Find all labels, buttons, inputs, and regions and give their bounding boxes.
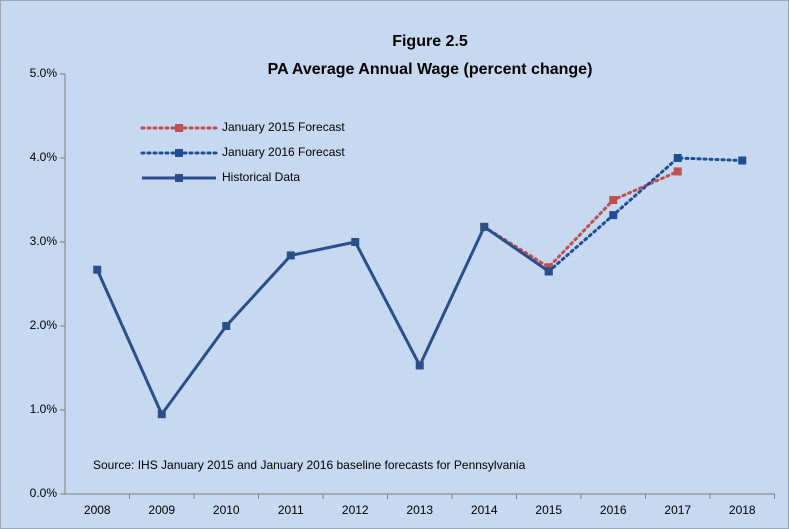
annotation: Source: IHS January 2015 and January 201… bbox=[93, 458, 526, 472]
series-marker bbox=[480, 222, 489, 231]
series-marker bbox=[609, 196, 618, 204]
series-marker bbox=[609, 211, 618, 220]
x-tick-label: 2018 bbox=[729, 503, 756, 517]
series-marker bbox=[415, 361, 424, 370]
series-marker bbox=[93, 265, 102, 274]
legend-marker bbox=[175, 124, 183, 132]
legend-label: Historical Data bbox=[222, 170, 300, 184]
x-tick-label: 2014 bbox=[471, 503, 498, 517]
legend-marker bbox=[175, 174, 183, 182]
series-marker bbox=[544, 263, 553, 272]
y-tick-label: 1.0% bbox=[30, 402, 58, 416]
legend-label: January 2016 Forecast bbox=[222, 145, 345, 159]
legend-marker bbox=[175, 149, 183, 157]
series-marker bbox=[157, 410, 166, 419]
series-line bbox=[95, 224, 550, 418]
x-tick-label: 2008 bbox=[84, 503, 111, 517]
series-marker bbox=[222, 322, 231, 330]
x-tick-label: 2012 bbox=[342, 503, 369, 517]
series-marker bbox=[673, 154, 682, 162]
x-tick-label: 2016 bbox=[600, 503, 627, 517]
x-tick-label: 2010 bbox=[213, 503, 240, 517]
x-tick-label: 2011 bbox=[278, 503, 304, 517]
series-marker bbox=[673, 167, 682, 176]
y-tick-label: 3.0% bbox=[30, 234, 58, 248]
series-marker bbox=[351, 238, 360, 246]
y-tick-label: 0.0% bbox=[30, 486, 58, 500]
y-tick-label: 5.0% bbox=[30, 66, 58, 80]
series-marker bbox=[286, 251, 295, 260]
chart-title: Figure 2.5 bbox=[392, 33, 468, 50]
x-tick-label: 2009 bbox=[148, 503, 175, 517]
chart-subtitle: PA Average Annual Wage (percent change) bbox=[268, 61, 593, 78]
x-tick-label: 2015 bbox=[535, 503, 562, 517]
series-marker bbox=[544, 267, 553, 276]
series-marker bbox=[738, 156, 747, 165]
x-tick-label: 2013 bbox=[406, 503, 433, 517]
y-tick-label: 2.0% bbox=[30, 318, 58, 332]
x-tick-label: 2017 bbox=[664, 503, 691, 517]
y-tick-label: 4.0% bbox=[30, 150, 58, 164]
series-line bbox=[547, 156, 744, 273]
legend-label: January 2015 Forecast bbox=[222, 120, 345, 134]
